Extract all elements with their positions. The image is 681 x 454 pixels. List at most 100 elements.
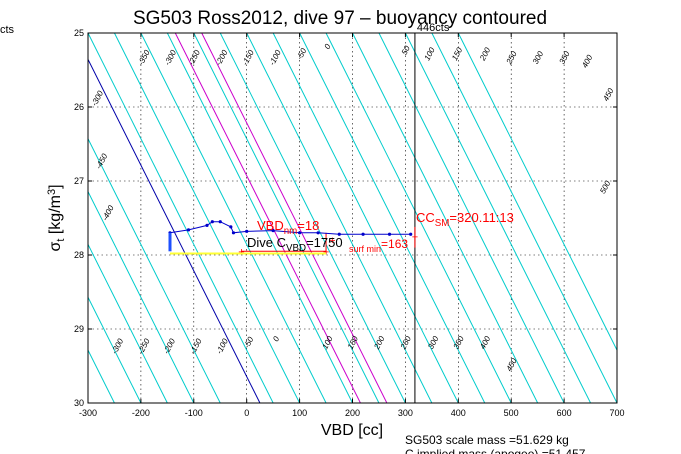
red-plus-mark: + [412,232,418,244]
contour-cyan [88,243,168,403]
y-ticks: 25 26 27 28 29 30 [74,28,617,408]
contour-cyan [352,33,539,403]
contour-cyan [88,137,221,403]
series-point [387,232,392,236]
series-point [409,232,413,236]
y-axis-label: σt [kg/m3] [46,184,67,251]
red-plus-mark: + [329,235,335,247]
series-point [231,231,236,235]
contour-label: 200 [478,46,493,63]
footer-implied-mass: C implied mass (apogee) =51.457 [405,447,586,454]
contour-label: 450 [505,356,519,372]
contour-label: -250 [136,337,152,356]
series-point [210,220,214,224]
series-point [229,225,233,229]
contour-label: -150 [188,337,204,356]
contour-label: -200 [214,48,230,67]
contour-label: -300 [110,337,126,356]
contour-label: 350 [557,49,571,65]
x-tick-label: 500 [504,408,519,418]
contour-cyan [272,33,459,403]
series-point [361,232,365,236]
contour-label: -250 [187,48,203,67]
contour-label: 400 [478,334,492,350]
contour-label: 200 [372,334,387,351]
contour-cyan [457,33,617,352]
contour-label: 300 [426,334,440,350]
x-tick-label: 0 [244,408,249,418]
contour-cyan [404,33,591,403]
chart-title: SG503 Ross2012, dive 97 – buoyancy conto… [133,8,547,29]
contour-label: -150 [240,48,256,67]
contour-magenta [201,33,388,403]
x-tick-label: 600 [557,408,572,418]
contour-cyan [88,33,274,403]
series-point [245,229,249,233]
annotation-dive-c-vbd: Dive CVBD=1750 [247,235,343,254]
x-tick-label: -300 [79,408,97,418]
x-tick-label: 300 [398,408,413,418]
contour-cyan [0,33,9,403]
contour-cyan [193,33,380,403]
contour-label: 450 [601,86,615,102]
contour-label: 150 [346,334,360,350]
contour-label: 400 [580,53,594,69]
contour-zero [88,58,261,403]
series-point [186,228,191,232]
y-tick-label: 27 [74,176,84,186]
x-tick-label: 100 [292,408,307,418]
contour-label: 100 [423,46,437,62]
contour-cyan [140,33,327,403]
contour-label: -400 [100,203,116,222]
reference-line-label: 446cts [417,22,450,34]
contour-label: 150 [450,46,464,62]
x-ticks: -300 -200 -100 0 100 200 300 400 500 600 700 [79,33,625,418]
contour-label: 300 [531,49,545,65]
contour-label: 0 [323,42,333,51]
contour-label: -50 [295,46,309,61]
contour-label: -300 [90,89,106,108]
x-tick-label: -100 [185,408,203,418]
contour-label: -200 [162,337,178,356]
contour-cyan [88,296,142,403]
contour-cyan [325,33,512,403]
y-tick-label: 28 [74,250,84,260]
series-point [337,232,341,236]
y-tick-label: 30 [74,398,84,408]
grid [88,33,617,403]
series-point [218,220,222,224]
red-markers: + ++ + [238,226,418,258]
contour-cyan [246,33,433,403]
annotation-cc-sm: CCSM=320.11:13 [416,210,514,229]
x-tick-label: -200 [132,408,150,418]
contour-cyan [431,33,617,403]
annotation-vbd-nm: VBDnm=18 [257,218,319,237]
contour-cyan [88,190,195,403]
contour-label: -100 [267,48,283,67]
x-tick-label: 200 [345,408,360,418]
series-point [298,231,302,235]
contour-magenta [174,33,361,403]
contour-label: 50 [400,44,412,57]
contour-cyan [299,33,486,403]
contour-cyan [0,33,35,403]
contour-label: 250 [504,49,519,66]
x-tick-label: 400 [451,408,466,418]
y-tick-label: 25 [74,28,84,38]
contour-cyan [114,33,301,403]
y-tick-label: 29 [74,324,84,334]
series-group [168,220,413,255]
annotation-surf-min: surf min=163 [349,237,408,254]
series-point [316,231,320,235]
x-axis-label: VBD [cc] [321,422,383,439]
red-plus-mark: + [323,246,329,258]
y-tick-label: 26 [74,102,84,112]
contour-label: -50 [242,335,256,350]
footer-scale-mass: SG503 scale mass =51.629 kg [405,433,569,447]
red-plus-mark: + [238,246,244,258]
contour-label: 250 [398,334,413,351]
series-point [205,223,209,227]
x-tick-label: 700 [609,408,624,418]
series-point [271,228,275,233]
